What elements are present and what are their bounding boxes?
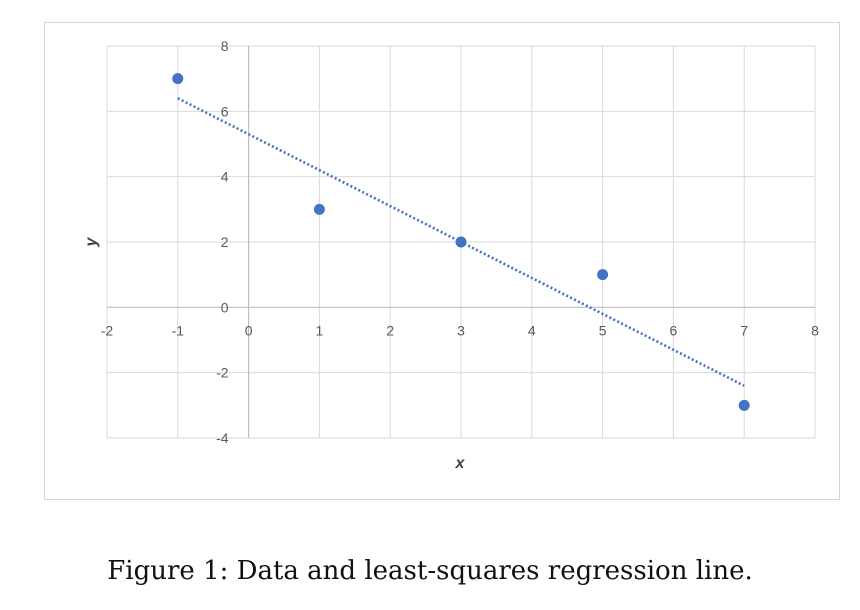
figure-caption: Figure 1: Data and least-squares regress… bbox=[107, 556, 753, 586]
x-tick-label: 1 bbox=[316, 322, 324, 338]
x-axis-title: x bbox=[455, 455, 466, 472]
y-axis-title: y bbox=[83, 236, 100, 247]
data-points bbox=[172, 73, 750, 411]
x-tick-label: 5 bbox=[599, 322, 607, 338]
data-point bbox=[738, 399, 750, 411]
data-point bbox=[313, 203, 325, 215]
y-tick-label: 6 bbox=[221, 103, 229, 119]
y-tick-label: 0 bbox=[221, 299, 229, 315]
x-tick-label: 3 bbox=[457, 322, 465, 338]
data-point bbox=[172, 73, 184, 85]
x-tick-label: -1 bbox=[172, 322, 185, 338]
axes bbox=[107, 46, 815, 438]
chart-frame bbox=[44, 22, 840, 500]
x-tick-label: 7 bbox=[740, 322, 748, 338]
x-tick-label: 0 bbox=[245, 322, 253, 338]
x-tick-label: -2 bbox=[101, 322, 114, 338]
y-tick-label: -2 bbox=[216, 365, 229, 381]
y-tick-label: 8 bbox=[221, 38, 229, 54]
x-tick-label: 6 bbox=[670, 322, 678, 338]
tick-labels: -2 -1 0 1 2 3 4 5 6 7 8 -4 -2 0 2 4 6 8 bbox=[101, 38, 819, 446]
y-tick-label: 2 bbox=[221, 234, 229, 250]
y-tick-label: 4 bbox=[221, 169, 229, 185]
x-tick-label: 8 bbox=[811, 322, 819, 338]
x-tick-label: 2 bbox=[386, 322, 394, 338]
data-point bbox=[597, 269, 609, 281]
y-tick-label: -4 bbox=[216, 430, 229, 446]
data-point bbox=[455, 236, 467, 248]
x-tick-label: 4 bbox=[528, 322, 536, 338]
grid bbox=[106, 45, 816, 439]
